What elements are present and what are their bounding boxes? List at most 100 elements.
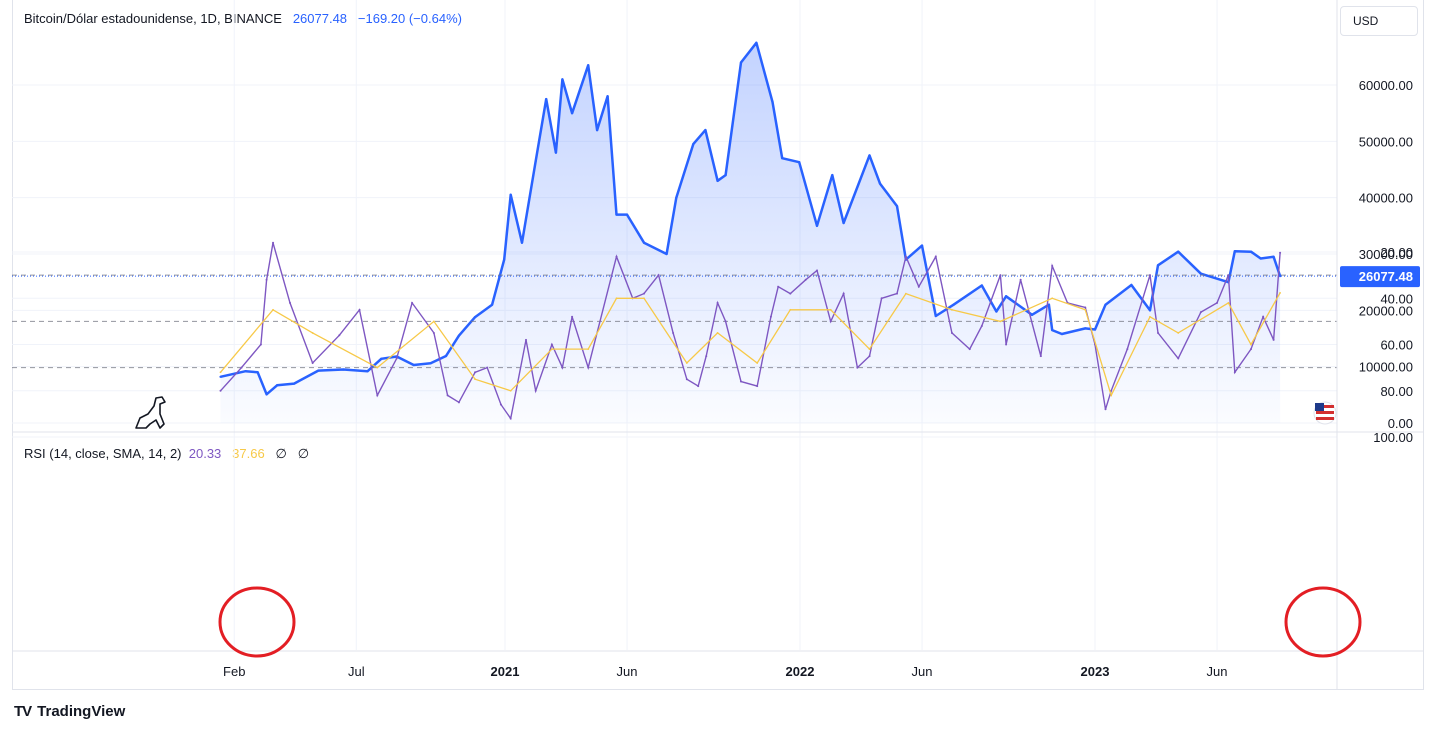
rsi-point	[769, 315, 772, 318]
rsi-point	[272, 241, 275, 244]
rsi-sma-point	[1051, 297, 1054, 300]
rsi-point	[411, 301, 414, 304]
price-tick-label: 10000.00	[1359, 360, 1413, 375]
rsi-value: 20.33	[188, 446, 222, 461]
price-point	[490, 303, 494, 306]
price-point	[1259, 257, 1262, 260]
price-point	[952, 303, 955, 306]
rsi-point	[643, 292, 646, 295]
price-point	[520, 241, 524, 244]
currency-button[interactable]: USD	[1340, 6, 1418, 36]
price-point	[1156, 264, 1160, 267]
rsi-sma-point	[685, 362, 688, 364]
rsi-sma-point	[587, 348, 590, 351]
price-point	[665, 252, 668, 256]
rsi-point	[950, 331, 953, 334]
rsi-sma-point	[1110, 394, 1113, 397]
price-point	[1130, 283, 1133, 287]
rsi-point	[240, 366, 243, 369]
price-point	[615, 213, 618, 216]
us-flag-stripe	[1316, 405, 1334, 408]
price-point	[1047, 303, 1051, 306]
rsi-point	[917, 285, 920, 288]
time-tick-label: 2021	[491, 664, 520, 679]
rsi-point	[657, 274, 660, 277]
price-point	[755, 41, 758, 44]
price-point	[412, 363, 415, 367]
rsi-point	[1051, 264, 1054, 267]
rsi-point	[265, 278, 268, 281]
price-point	[292, 382, 296, 385]
rsi-sma-point	[615, 297, 618, 300]
rsi-tick-label: 80.00	[1380, 384, 1413, 399]
rsi-point	[999, 274, 1002, 277]
price-point	[596, 128, 599, 132]
rsi-tick-label: 60.00	[1380, 338, 1413, 353]
last-price-label-bg	[1340, 266, 1420, 288]
rsi-point	[777, 285, 780, 288]
rsi-point	[697, 385, 700, 388]
rsi-point	[550, 343, 553, 346]
rsi-sma-point	[219, 371, 222, 374]
rsi-point	[934, 255, 937, 258]
price-point	[675, 196, 678, 199]
price-point	[895, 205, 899, 208]
rsi-point	[1110, 389, 1113, 392]
rsi-sma-point	[643, 297, 645, 300]
price-point	[920, 244, 924, 247]
price-point	[545, 97, 548, 101]
price-point	[868, 154, 871, 157]
price-tick-label: 40000.00	[1359, 191, 1413, 206]
rsi-point	[1126, 348, 1129, 351]
rsi-point	[1249, 348, 1252, 351]
rsi-point	[1084, 306, 1087, 309]
rsi-point	[1272, 338, 1275, 341]
rsi-point	[1039, 355, 1042, 358]
price-point	[642, 241, 646, 244]
rsi-sma-point	[716, 332, 719, 334]
rsi-point	[395, 357, 398, 360]
rsi-sma-point	[1084, 308, 1087, 311]
rsi-point	[1262, 315, 1265, 318]
rsi-point	[672, 331, 675, 334]
rsi-point	[311, 362, 314, 364]
rsi-point	[868, 355, 871, 358]
price-point	[444, 354, 448, 358]
rsi-point	[980, 325, 983, 327]
highlight-circle-right	[1284, 586, 1362, 658]
price-point	[815, 224, 819, 227]
rsi-point	[474, 371, 477, 374]
rsi-point	[685, 378, 688, 381]
price-point	[625, 213, 629, 216]
rsi-sma-point	[432, 320, 435, 323]
rsi-point	[525, 338, 528, 341]
price-point	[980, 284, 983, 287]
price-point	[265, 393, 268, 396]
highlight-circle-left	[218, 586, 296, 658]
rsi-sma-point	[509, 389, 512, 392]
price-point	[704, 128, 707, 132]
us-flag-stripe	[1316, 417, 1334, 420]
price-point	[831, 174, 834, 177]
rsi-point	[1019, 278, 1022, 281]
symbol-legend: Bitcoin/Dólar estadounidense, 1D, BINANC…	[24, 11, 462, 26]
rsi-point	[338, 334, 341, 337]
price-area	[220, 42, 1281, 424]
rsi-sma-point	[474, 378, 476, 381]
price-point	[1104, 303, 1107, 306]
footer-brand[interactable]: TV TradingView	[14, 703, 125, 720]
price-point	[317, 369, 320, 372]
price-point	[692, 143, 695, 146]
price-tick-label: 20000.00	[1359, 303, 1413, 318]
dinosaur-logo-icon	[135, 396, 166, 429]
rsi-sma-point	[868, 348, 871, 351]
rsi-point	[904, 255, 907, 258]
tradingview-logo-icon: TV	[14, 703, 32, 720]
price-tick-label: 30000.00	[1359, 247, 1413, 262]
price-point	[606, 95, 609, 98]
price-point	[244, 370, 247, 373]
time-tick-label: Jul	[348, 664, 365, 679]
rsi-point	[1177, 357, 1180, 360]
rsi-point	[457, 401, 460, 404]
